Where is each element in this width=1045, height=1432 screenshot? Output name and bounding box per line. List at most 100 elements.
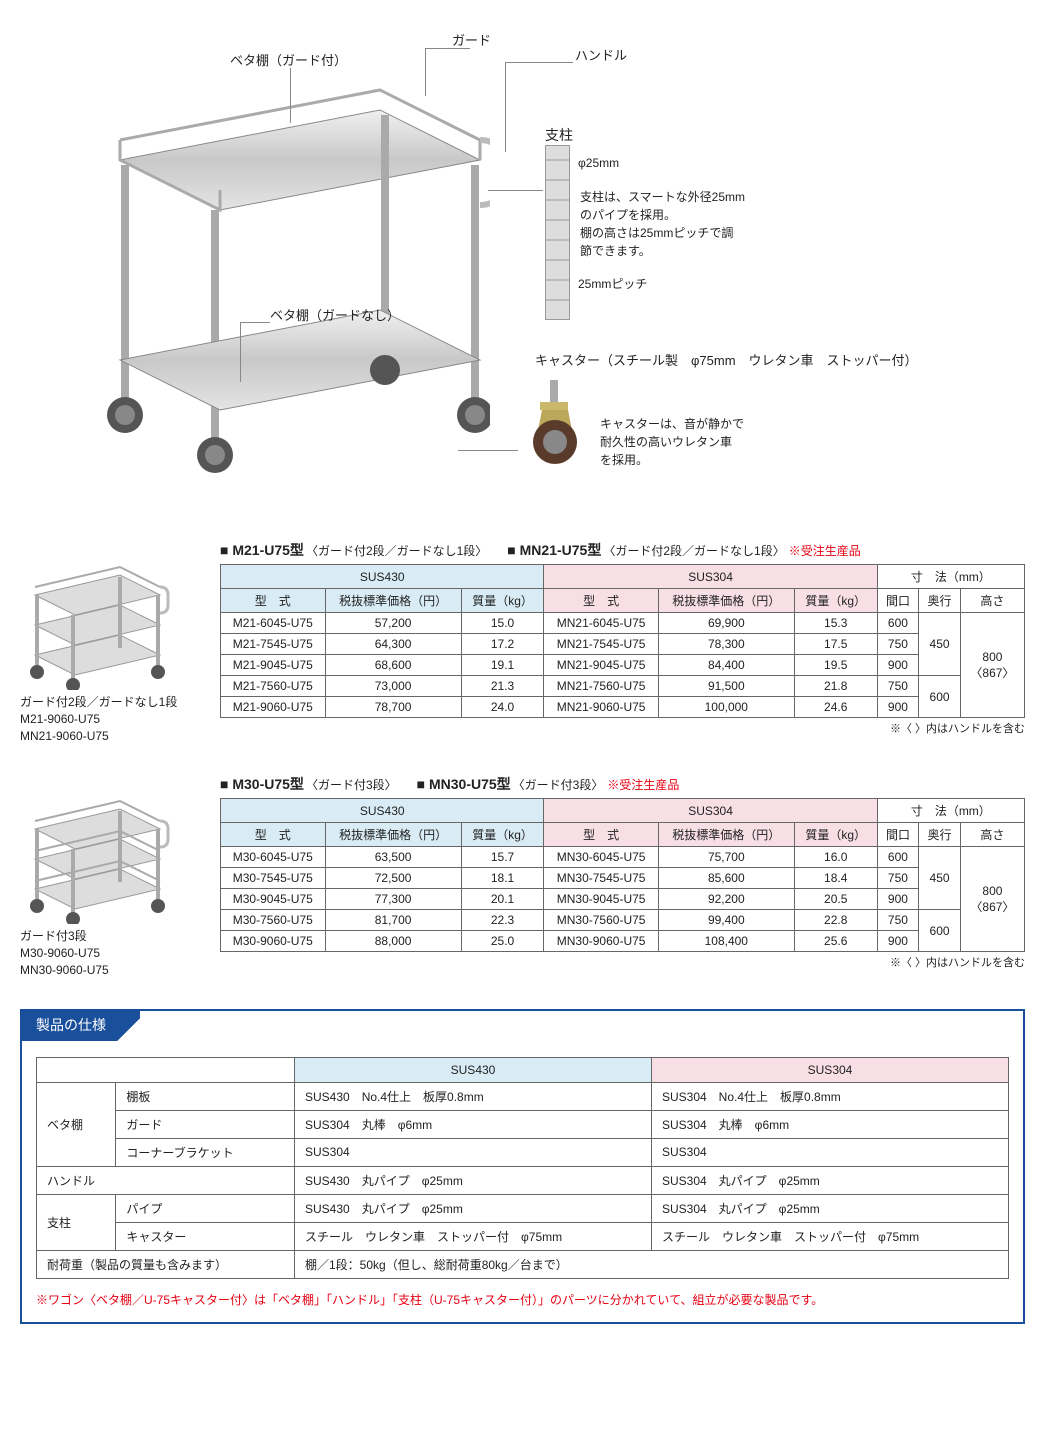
table-row: M21-9060-U75 78,700 24.0 MN21-9060-U75 1… [221,697,1025,718]
table-row: M30-7545-U75 72,500 18.1 MN30-7545-U75 8… [221,868,1025,889]
cell-height: 800 〈867〉 [960,613,1024,718]
cell-width: 750 [877,868,919,889]
cell-width: 900 [877,697,919,718]
hdr-model: 型 式 [221,589,326,613]
cell-price-a: 73,000 [325,676,461,697]
spec-group-label: 支柱 [37,1194,116,1250]
cell-weight-b: 20.5 [794,889,877,910]
subtitle-a: 〈ガード付2段／ガードなし1段〉 [306,542,487,559]
made-to-order-label: ※受注生産品 [607,776,679,793]
hdr-d: 奥行 [919,589,961,613]
cell-width: 750 [877,634,919,655]
product-table-section: ガード付3段M30-9060-U75MN30-9060-U75■ M30-U75… [20,774,1025,978]
cell-price-a: 77,300 [325,889,461,910]
cell-width: 900 [877,655,919,676]
cell-price-a: 72,500 [325,868,461,889]
cell-price-b: 100,000 [658,697,794,718]
thumbnail-column: ガード付2段／ガードなし1段M21-9060-U75MN21-9060-U75 [20,540,220,744]
cell-price-a: 78,700 [325,697,461,718]
product-table-section: ガード付2段／ガードなし1段M21-9060-U75MN21-9060-U75■… [20,540,1025,744]
spec-header: 製品の仕様 [20,1009,140,1041]
label-pillar: 支柱 [545,125,573,145]
pillar-description: 支柱は、スマートな外径25mm のパイプを採用。 棚の高さは25mmピッチで調 … [580,188,745,260]
cell-weight-a: 18.1 [461,868,544,889]
subtitle-b: 〈ガード付3段〉 [513,776,604,793]
cell-weight-b: 21.8 [794,676,877,697]
cell-model-a: M21-7545-U75 [221,634,326,655]
cell-weight-a: 17.2 [461,634,544,655]
cell-model-b: MN21-9060-U75 [544,697,658,718]
cell-model-a: M30-6045-U75 [221,847,326,868]
thumbnail-column: ガード付3段M30-9060-U75MN30-9060-U75 [20,774,220,978]
hdr-sus430: SUS430 [221,799,544,823]
subtitle-b: 〈ガード付2段／ガードなし1段〉 [603,542,784,559]
cell-model-a: M21-6045-U75 [221,613,326,634]
cell-weight-b: 16.0 [794,847,877,868]
cell-model-b: MN21-7560-U75 [544,676,658,697]
hdr-weight: 質量（kg） [794,589,877,613]
cell-model-b: MN30-9045-U75 [544,889,658,910]
cell-model-b: MN30-9060-U75 [544,931,658,952]
hdr-sus304: SUS304 [544,565,877,589]
spec-row: ハンドルSUS430 丸パイプ φ25mmSUS304 丸パイプ φ25mm [37,1166,1009,1194]
label-caster-title: キャスター（スチール製 φ75mm ウレタン車 ストッパー付） [535,350,918,369]
cell-price-a: 57,200 [325,613,461,634]
label-phi25: φ25mm [578,156,619,170]
table-note: ※〈 〉内はハンドルを含む [220,720,1025,736]
cell-weight-a: 19.1 [461,655,544,676]
table-title-row: ■ M30-U75型〈ガード付3段〉■ MN30-U75型〈ガード付3段〉※受注… [220,774,1025,794]
table-title-row: ■ M21-U75型〈ガード付2段／ガードなし1段〉■ MN21-U75型〈ガー… [220,540,1025,560]
cell-model-b: MN21-7545-U75 [544,634,658,655]
cell-price-b: 69,900 [658,613,794,634]
spec-sub-label: 棚板 [116,1082,295,1110]
hdr-price: 税抜標準価格（円） [325,589,461,613]
cart-thumbnail [20,560,170,690]
title-b: ■ MN21-U75型 [507,540,601,560]
cell-price-b: 85,600 [658,868,794,889]
hdr-weight: 質量（kg） [461,589,544,613]
title-a: ■ M30-U75型 [220,774,304,794]
spec-value-b: SUS304 丸パイプ φ25mm [651,1166,1008,1194]
spec-value-b: SUS304 No.4仕上 板厚0.8mm [651,1082,1008,1110]
hdr-sus304: SUS304 [544,799,877,823]
hdr-w: 間口 [877,823,919,847]
spec-row: ガードSUS304 丸棒 φ6mmSUS304 丸棒 φ6mm [37,1110,1009,1138]
cell-weight-b: 24.6 [794,697,877,718]
table-row: M30-9060-U75 88,000 25.0 MN30-9060-U75 1… [221,931,1025,952]
hdr-dims: 寸 法（mm） [877,799,1024,823]
thumbnail-caption: MN30-9060-U75 [20,962,220,979]
price-table: SUS430 SUS304 寸 法（mm） 型 式 税抜標準価格（円） 質量（k… [220,564,1025,718]
spec-row: コーナーブラケットSUS304SUS304 [37,1138,1009,1166]
cell-model-b: MN21-6045-U75 [544,613,658,634]
subtitle-a: 〈ガード付3段〉 [306,776,397,793]
label-beta-shelf-noguard: ベタ棚（ガードなし） [270,305,400,324]
spec-value-a: スチール ウレタン車 ストッパー付 φ75mm [295,1222,652,1250]
spec-group-label: ハンドル [37,1166,295,1194]
hdr-model: 型 式 [544,589,658,613]
cell-weight-b: 25.6 [794,931,877,952]
spec-value-b: SUS304 丸パイプ φ25mm [651,1194,1008,1222]
cell-model-a: M21-9060-U75 [221,697,326,718]
spec-row: ベタ棚棚板SUS430 No.4仕上 板厚0.8mmSUS304 No.4仕上 … [37,1082,1009,1110]
cell-model-b: MN30-7545-U75 [544,868,658,889]
hdr-price: 税抜標準価格（円） [658,589,794,613]
cell-price-b: 108,400 [658,931,794,952]
cell-weight-b: 15.3 [794,613,877,634]
hdr-sus430: SUS430 [221,565,544,589]
spec-group-label: ベタ棚 [37,1082,116,1166]
thumbnail-caption: M21-9060-U75 [20,711,220,728]
spec-value-a: SUS304 [295,1138,652,1166]
cell-price-b: 91,500 [658,676,794,697]
caster-graphic [520,380,590,473]
hdr-weight: 質量（kg） [794,823,877,847]
spec-note: ※ワゴン〈ベタ棚／U-75キャスター付〉は「ベタ棚」「ハンドル」「支柱（U-75… [36,1291,1009,1308]
made-to-order-label: ※受注生産品 [789,542,861,559]
thumbnail-caption: M30-9060-U75 [20,945,220,962]
spec-value-b: SUS304 丸棒 φ6mm [651,1110,1008,1138]
table-column: ■ M21-U75型〈ガード付2段／ガードなし1段〉■ MN21-U75型〈ガー… [220,540,1025,736]
product-diagram: ベタ棚（ガード付） ガード ハンドル ベタ棚（ガードなし） 支柱 φ25mm 支… [20,20,1025,510]
table-row: M21-7560-U75 73,000 21.3 MN21-7560-U75 9… [221,676,1025,697]
hdr-price: 税抜標準価格（円） [658,823,794,847]
label-beta-shelf-guard: ベタ棚（ガード付） [230,50,347,69]
cell-weight-a: 24.0 [461,697,544,718]
